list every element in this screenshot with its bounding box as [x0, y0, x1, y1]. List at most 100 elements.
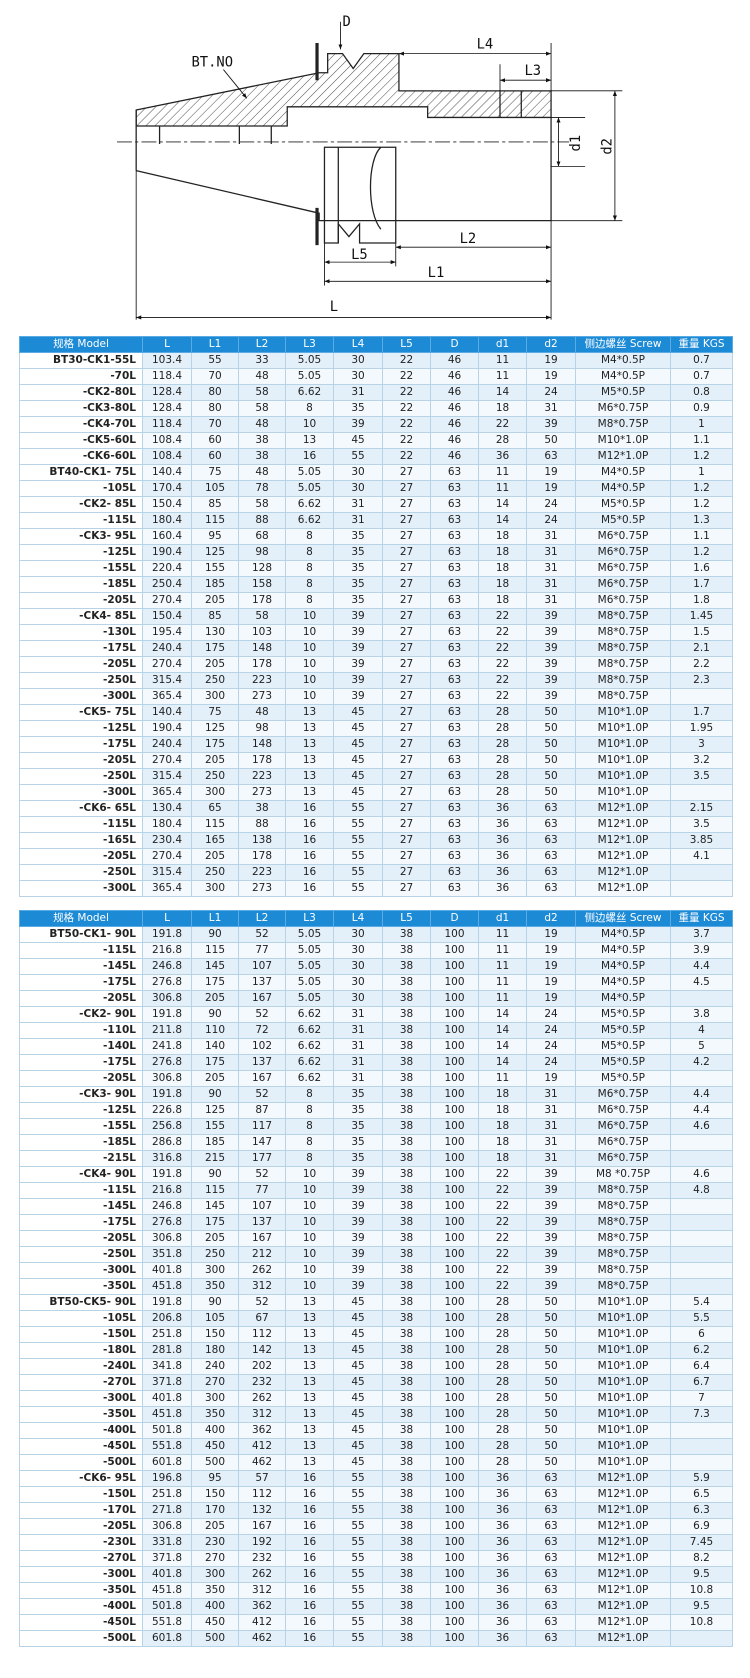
table-row: -105L 206.8 105 67 13 45 38 100 28 50 M10*1.0P 5.5 [19, 1310, 733, 1327]
value-cell: 24 [526, 1038, 576, 1055]
value-cell: 13 [285, 1454, 334, 1471]
value-cell: 45 [333, 1358, 383, 1375]
value-cell: 50 [526, 432, 576, 449]
value-cell: 45 [333, 1390, 383, 1407]
value-cell: 11 [478, 352, 527, 369]
value-cell: 191.8 [142, 1294, 192, 1311]
value-cell: 273 [238, 784, 286, 801]
value-cell: 18 [478, 560, 527, 577]
value-cell: 145 [191, 1198, 239, 1215]
value-cell: 63 [430, 880, 479, 897]
value-cell: 46 [430, 416, 479, 433]
value-cell: 27 [382, 720, 431, 737]
value-cell: 35 [333, 1118, 383, 1135]
value-cell: 78 [238, 480, 286, 497]
value-cell: 63 [430, 800, 479, 817]
value-cell: 100 [430, 1422, 479, 1439]
header-cell: L2 [238, 336, 286, 353]
table-row: -175L 240.4 175 148 13 45 27 63 28 50 M10*1.0P 3 [19, 736, 733, 753]
value-cell: 306.8 [142, 1070, 192, 1087]
value-cell: 38 [382, 1038, 431, 1055]
value-cell: 63 [430, 704, 479, 721]
value-cell: 27 [382, 880, 431, 897]
value-cell: 100 [430, 1246, 479, 1263]
value-cell: 8 [285, 592, 334, 609]
value-cell: 112 [238, 1486, 286, 1503]
value-cell: M8*0.75P [575, 688, 671, 705]
value-cell: 27 [382, 704, 431, 721]
value-cell: M6*0.75P [575, 576, 671, 593]
value-cell: 31 [333, 384, 383, 401]
value-cell: 24 [526, 384, 576, 401]
value-cell: 31 [333, 1022, 383, 1039]
table-row: -CK5- 75L 140.4 75 48 13 45 27 63 28 50 M10*1.0P 1.… [19, 704, 733, 721]
model-cell: -300L [19, 688, 143, 705]
value-cell: 215 [191, 1150, 239, 1167]
value-cell: 501.8 [142, 1598, 192, 1615]
value-cell: 205 [191, 848, 239, 865]
value-cell: 223 [238, 672, 286, 689]
value-cell: 63 [430, 752, 479, 769]
label-l2: L2 [460, 231, 477, 247]
value-cell: 142 [238, 1342, 286, 1359]
value-cell: 6.62 [285, 1022, 334, 1039]
value-cell: 46 [430, 368, 479, 385]
value-cell: M6*0.75P [575, 1102, 671, 1119]
value-cell: 38 [382, 1470, 431, 1487]
table-row: -230L 331.8 230 192 16 55 38 100 36 63 M12*1.0P 7.4… [19, 1534, 733, 1551]
value-cell: 50 [526, 1438, 576, 1455]
value-cell: 19 [526, 958, 576, 975]
value-cell: 55 [333, 1566, 383, 1583]
value-cell: 45 [333, 784, 383, 801]
table-row: -205L 270.4 205 178 16 55 27 63 36 63 M12*1.0P 4.1 [19, 848, 733, 865]
dimension-lines [135, 21, 623, 320]
value-cell: 45 [333, 720, 383, 737]
value-cell: M10*1.0P [575, 784, 671, 801]
value-cell: M12*1.0P [575, 1630, 671, 1647]
value-cell: 100 [430, 1438, 479, 1455]
model-cell: -125L [19, 1102, 143, 1119]
value-cell: 10 [285, 1278, 334, 1295]
value-cell: 365.4 [142, 880, 192, 897]
value-cell: 63 [430, 640, 479, 657]
value-cell: 35 [333, 1134, 383, 1151]
value-cell: 400 [191, 1598, 239, 1615]
value-cell: 6.62 [285, 1038, 334, 1055]
value-cell: M10*1.0P [575, 736, 671, 753]
value-cell: 16 [285, 800, 334, 817]
value-cell: 273 [238, 688, 286, 705]
value-cell: 28 [478, 1422, 527, 1439]
value-cell: 36 [478, 1502, 527, 1519]
value-cell: 63 [430, 816, 479, 833]
value-cell: 46 [430, 448, 479, 465]
value-cell: 18 [478, 1102, 527, 1119]
table-row: -170L 271.8 170 132 16 55 38 100 36 63 M12*1.0P 6.3 [19, 1502, 733, 1519]
value-cell: 63 [430, 624, 479, 641]
value-cell: 100 [430, 1182, 479, 1199]
value-cell: 14 [478, 496, 527, 513]
header-cell: D [430, 336, 479, 353]
value-cell: 100 [430, 1054, 479, 1071]
value-cell: 63 [526, 1470, 576, 1487]
table-row: -350L 451.8 350 312 16 55 38 100 36 63 M12*1.0P 10.… [19, 1582, 733, 1599]
value-cell: 1.2 [670, 480, 733, 497]
value-cell: 50 [526, 720, 576, 737]
value-cell: 451.8 [142, 1582, 192, 1599]
model-cell: -500L [19, 1630, 143, 1647]
value-cell: 45 [333, 1406, 383, 1423]
value-cell: 270.4 [142, 656, 192, 673]
table-row: -205L 306.8 205 167 6.62 31 38 100 11 19 M5*0.5P [19, 1070, 733, 1087]
value-cell: M8*0.75P [575, 640, 671, 657]
value-cell: 36 [478, 1534, 527, 1551]
model-cell: -CK2- 85L [19, 496, 143, 513]
model-cell: -CK6-60L [19, 448, 143, 465]
value-cell: 10 [285, 688, 334, 705]
value-cell: 38 [382, 1086, 431, 1103]
value-cell: 48 [238, 368, 286, 385]
value-cell: 38 [382, 1326, 431, 1343]
label-d: D [343, 14, 351, 30]
value-cell: 36 [478, 832, 527, 849]
value-cell: 18 [478, 1118, 527, 1135]
value-cell: 22 [382, 400, 431, 417]
value-cell: 180 [191, 1342, 239, 1359]
